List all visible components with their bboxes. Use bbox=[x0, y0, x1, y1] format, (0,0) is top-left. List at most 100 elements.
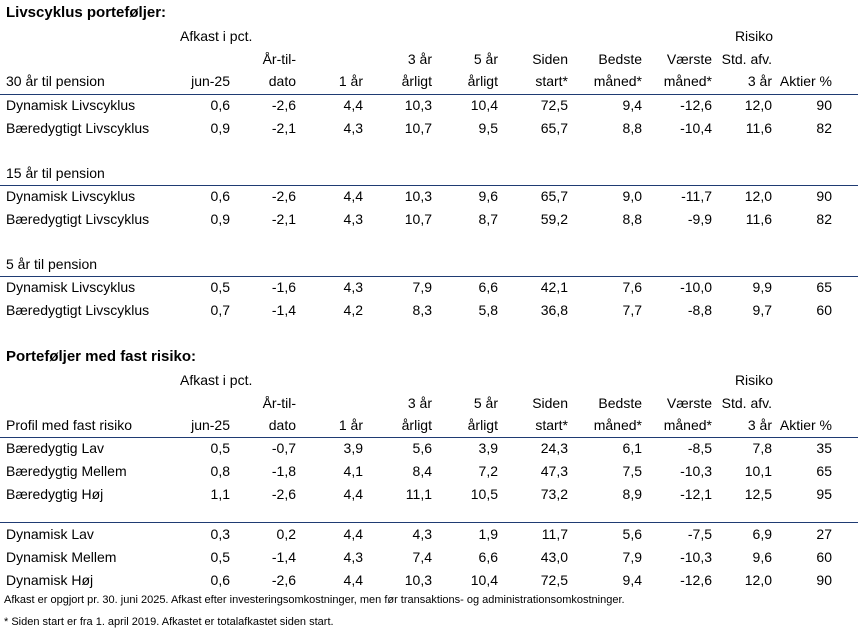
column-header-bottom: start* bbox=[535, 73, 568, 89]
row-name: Bæredygtig Høj bbox=[6, 486, 104, 502]
column-header-bottom: 1 år bbox=[338, 73, 363, 89]
column-header-top: 3 år bbox=[407, 395, 432, 411]
table-cell: 3,9 bbox=[478, 440, 498, 456]
row-name: Dynamisk Mellem bbox=[6, 549, 117, 565]
table-cell: -2,6 bbox=[271, 188, 296, 204]
table-cell: 0,7 bbox=[210, 302, 230, 318]
table-cell: 10,3 bbox=[404, 97, 432, 113]
row-name: Dynamisk Livscyklus bbox=[6, 279, 136, 295]
table-cell: -12,6 bbox=[680, 97, 712, 113]
table-cell: 7,9 bbox=[412, 279, 432, 295]
row-name: Bæredygtig Mellem bbox=[6, 463, 127, 479]
table-cell: 0,2 bbox=[276, 526, 296, 542]
table-cell: -2,6 bbox=[271, 97, 296, 113]
returns-group-label: Afkast i pct. bbox=[180, 372, 253, 388]
table-cell: 10,4 bbox=[470, 572, 498, 588]
column-header-bottom: årligt bbox=[467, 73, 498, 89]
column-header-top: Std. afv. bbox=[721, 395, 772, 411]
table-cell: 11,7 bbox=[541, 526, 568, 542]
table-cell: 6,6 bbox=[478, 279, 498, 295]
table-cell: -1,6 bbox=[271, 279, 296, 295]
column-header-top: År-til- bbox=[262, 395, 296, 411]
table-cell: -2,1 bbox=[271, 211, 296, 227]
table-cell: 4,1 bbox=[343, 463, 363, 479]
table-cell: 4,3 bbox=[343, 549, 363, 565]
column-header-bottom: jun-25 bbox=[191, 417, 230, 433]
table-cell: -11,7 bbox=[681, 188, 712, 204]
table-cell: -10,3 bbox=[680, 549, 712, 565]
table-cell: 0,5 bbox=[210, 440, 230, 456]
table-cell: 95 bbox=[816, 486, 832, 502]
footnote: * Siden start er fra 1. april 2019. Afka… bbox=[4, 616, 334, 628]
column-header-bottom: Aktier % bbox=[779, 73, 832, 89]
column-header-top: Bedste bbox=[598, 395, 642, 411]
table-cell: 9,5 bbox=[478, 120, 498, 136]
table-cell: -1,4 bbox=[271, 549, 296, 565]
column-header-bottom: start* bbox=[535, 417, 568, 433]
table-cell: 7,5 bbox=[622, 463, 642, 479]
table-cell: 47,3 bbox=[540, 463, 568, 479]
table-cell: 60 bbox=[816, 302, 832, 318]
table-cell: -12,6 bbox=[680, 572, 712, 588]
table-cell: 12,0 bbox=[744, 97, 772, 113]
table-cell: 11,1 bbox=[405, 486, 432, 502]
row-name: Dynamisk Livscyklus bbox=[6, 97, 136, 113]
table-cell: 5,6 bbox=[622, 526, 642, 542]
column-header-bottom: årligt bbox=[467, 417, 498, 433]
table-cell: 65,7 bbox=[540, 188, 568, 204]
table-cell: 9,9 bbox=[752, 279, 772, 295]
table-cell: 42,1 bbox=[540, 279, 568, 295]
column-header-top: År-til- bbox=[262, 51, 296, 67]
table-cell: 0,6 bbox=[210, 97, 230, 113]
table-cell: 43,0 bbox=[540, 549, 568, 565]
table-cell: 4,2 bbox=[343, 302, 363, 318]
section-title: Porteføljer med fast risiko: bbox=[6, 348, 197, 365]
table-cell: 9,0 bbox=[622, 188, 642, 204]
column-header-bottom: måned* bbox=[593, 417, 642, 433]
table-cell: 9,4 bbox=[622, 97, 642, 113]
table-cell: 65,7 bbox=[540, 120, 568, 136]
column-header-bottom: måned* bbox=[593, 73, 642, 89]
table-cell: 5,8 bbox=[478, 302, 498, 318]
table-cell: 0,9 bbox=[210, 120, 230, 136]
table-cell: 8,4 bbox=[412, 463, 432, 479]
first-column-header: 30 år til pension bbox=[6, 73, 105, 89]
table-cell: -12,1 bbox=[680, 486, 712, 502]
table-cell: 90 bbox=[816, 188, 832, 204]
table-cell: -2,6 bbox=[271, 486, 296, 502]
table-cell: 59,2 bbox=[540, 211, 568, 227]
column-header-bottom: 1 år bbox=[338, 417, 363, 433]
column-header-top: Bedste bbox=[598, 51, 642, 67]
table-cell: 8,9 bbox=[622, 486, 642, 502]
column-header-top: Værste bbox=[666, 51, 712, 67]
table-rule bbox=[0, 522, 858, 523]
table-cell: 73,2 bbox=[540, 486, 568, 502]
first-column-header: Profil med fast risiko bbox=[6, 417, 133, 433]
table-cell: 4,4 bbox=[343, 188, 363, 204]
table-cell: -7,5 bbox=[687, 526, 712, 542]
table-cell: 7,6 bbox=[622, 279, 642, 295]
table-cell: 9,6 bbox=[752, 549, 772, 565]
table-cell: 6,9 bbox=[752, 526, 772, 542]
table-cell: 6,1 bbox=[622, 440, 642, 456]
table-cell: 1,9 bbox=[478, 526, 498, 542]
row-name: Dynamisk Lav bbox=[6, 526, 94, 542]
table-cell: 5,6 bbox=[412, 440, 432, 456]
returns-group-label: Afkast i pct. bbox=[180, 28, 253, 44]
table-cell: 0,6 bbox=[210, 572, 230, 588]
table-cell: 4,3 bbox=[343, 211, 363, 227]
table-cell: 10,5 bbox=[470, 486, 498, 502]
table-cell: 0,6 bbox=[210, 188, 230, 204]
table-cell: 6,6 bbox=[478, 549, 498, 565]
table-cell: 0,3 bbox=[210, 526, 230, 542]
table-cell: 12,0 bbox=[744, 188, 772, 204]
column-header-bottom: måned* bbox=[663, 417, 712, 433]
table-cell: 4,3 bbox=[343, 279, 363, 295]
row-name: Dynamisk Livscyklus bbox=[6, 188, 136, 204]
table-cell: 4,4 bbox=[343, 486, 363, 502]
table-cell: 8,7 bbox=[478, 211, 498, 227]
table-cell: -10,0 bbox=[680, 279, 712, 295]
table-cell: 10,4 bbox=[470, 97, 498, 113]
row-name: Dynamisk Høj bbox=[6, 572, 94, 588]
table-cell: 10,7 bbox=[404, 211, 432, 227]
